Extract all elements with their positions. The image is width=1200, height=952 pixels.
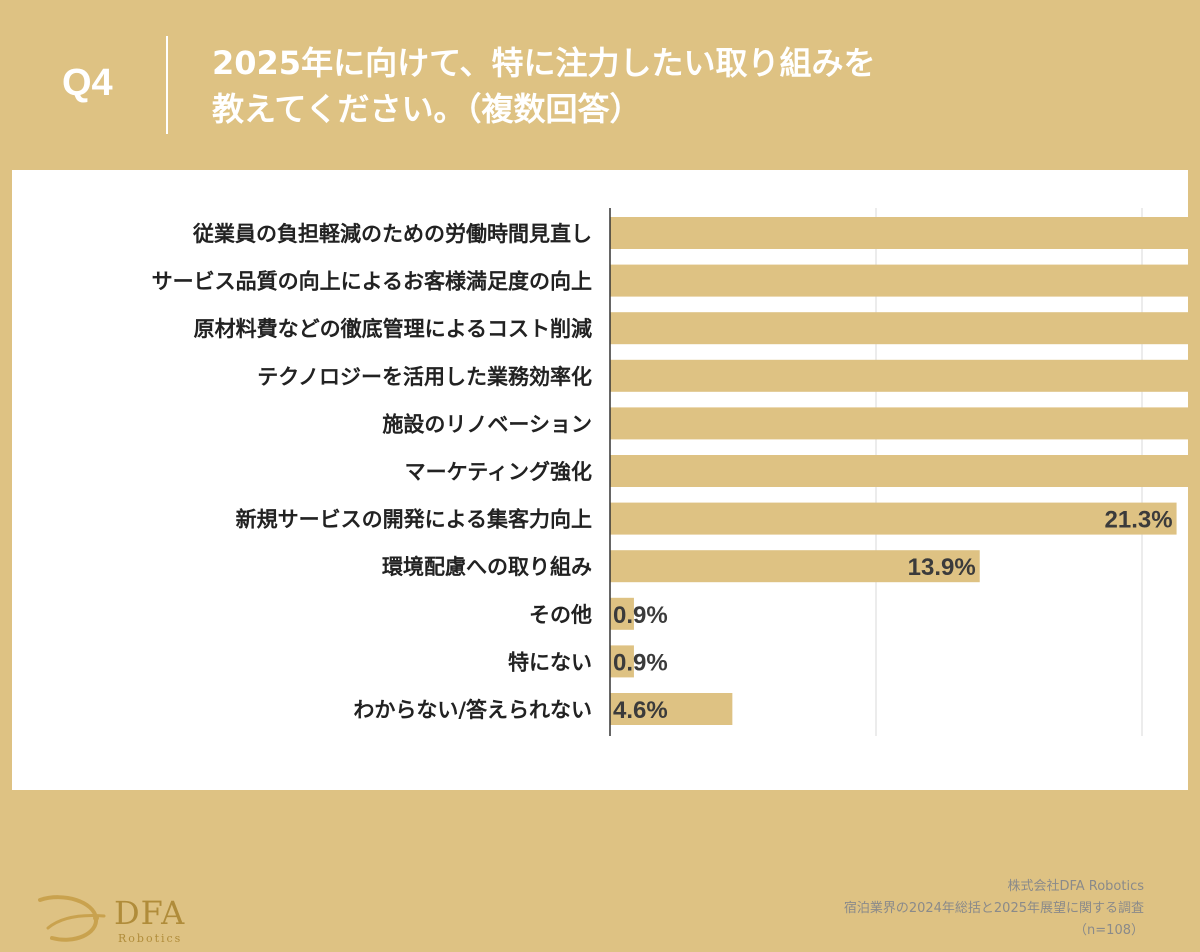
category-label: 原材料費などの徹底管理によるコスト削減 — [194, 317, 592, 341]
logo-sub: Robotics — [118, 932, 183, 945]
bar — [610, 550, 980, 583]
bar — [610, 455, 1188, 487]
category-label: わからない/答えられない — [353, 698, 592, 722]
value-label: 13.9% — [908, 554, 976, 581]
category-label: 新規サービスの開発による集客力向上 — [236, 508, 592, 532]
footer-sample: （n=108） — [1074, 923, 1144, 938]
bar — [610, 502, 1177, 535]
bar — [610, 264, 1188, 297]
bar — [610, 693, 733, 725]
bar — [610, 312, 1188, 345]
question-title-line2: 教えてください。（複数回答） — [212, 90, 642, 128]
category-label: 施設のリノベーション — [382, 412, 592, 436]
category-label: その他 — [529, 603, 592, 627]
category-label: 環境配慮への取り組み — [382, 555, 592, 579]
header: Q4 2025年に向けて、特に注力したい取り組みを 教えてください。（複数回答） — [0, 0, 1200, 170]
value-label: 0.9% — [613, 602, 668, 629]
value-label: 0.9% — [613, 649, 668, 676]
question-title-line1: 2025年に向けて、特に注力したい取り組みを — [212, 44, 876, 82]
footer-credit: 株式会社DFA Robotics 宿泊業界の2024年総括と2025年展望に関す… — [844, 876, 1144, 942]
chart-panel: 従業員の負担軽減のための労働時間見直し45.4%サービス品質の向上によるお客様満… — [12, 170, 1188, 945]
category-label: 特にない — [508, 650, 592, 674]
logo-emblem-icon — [38, 895, 106, 942]
question-label: Q4 — [62, 62, 113, 104]
category-label: マーケティング強化 — [405, 460, 592, 484]
value-label: 21.3% — [1105, 507, 1173, 534]
logo-name: DFA — [114, 894, 186, 932]
category-label: テクノロジーを活用した業務効率化 — [257, 365, 592, 389]
category-label: サービス品質の向上によるお客様満足度の向上 — [152, 270, 592, 294]
bar — [610, 597, 634, 630]
footer-survey: 宿泊業界の2024年総括と2025年展望に関する調査 — [843, 901, 1144, 916]
bar — [610, 645, 634, 678]
category-label: 従業員の負担軽減のための労働時間見直し — [192, 222, 592, 246]
dfa-logo: DFA Robotics — [34, 882, 204, 952]
question-title: 2025年に向けて、特に注力したい取り組みを 教えてください。（複数回答） — [212, 40, 1112, 132]
bar — [610, 359, 1188, 392]
bar — [610, 407, 1188, 440]
bar-chart: 従業員の負担軽減のための労働時間見直し45.4%サービス品質の向上によるお客様満… — [152, 208, 1188, 736]
footer-company: 株式会社DFA Robotics — [1007, 879, 1144, 894]
header-divider — [166, 36, 168, 134]
bar — [610, 217, 1188, 249]
value-label: 4.6% — [613, 697, 668, 724]
